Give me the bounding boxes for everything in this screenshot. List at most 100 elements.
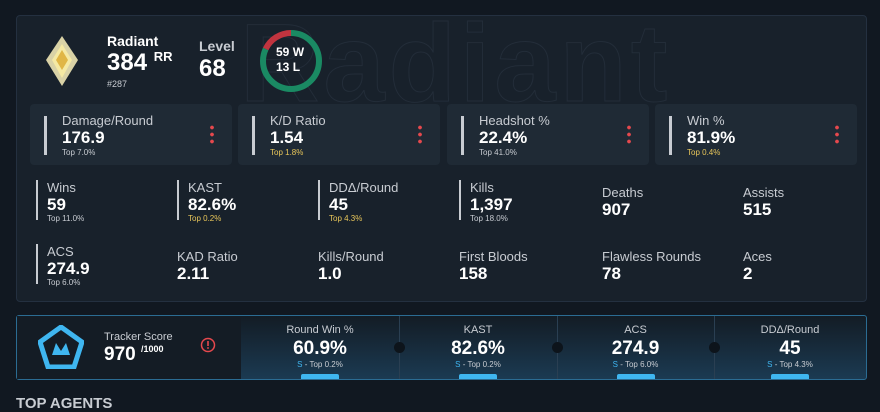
menu-button[interactable] [627, 124, 631, 144]
stat-label: Damage/Round [62, 113, 154, 128]
tracker-stat-rank: S - Top 0.2% [241, 360, 399, 369]
tracker-icon [38, 325, 84, 369]
tracker-stat-rank: S - Top 6.0% [557, 360, 714, 369]
tracker-score: 970 /1000 [104, 344, 164, 366]
stat-rank: Top 0.2% [188, 214, 222, 223]
plus-icon [394, 342, 405, 353]
stat-bar [459, 180, 461, 220]
stat-value: 1.0 [318, 264, 342, 283]
stat-label: Headshot % [479, 113, 550, 128]
grade: S [767, 360, 773, 369]
stat-bar [318, 180, 320, 220]
tracker-stat-label: DDΔ/Round [760, 324, 820, 336]
stat-label: K/D Ratio [270, 113, 326, 128]
rank-number: #287 [107, 79, 128, 89]
wins: 59 W [276, 45, 304, 59]
stat-value: 515 [743, 200, 772, 219]
stat-rank: Top 18.0% [470, 214, 508, 223]
stat-value: 78 [602, 264, 621, 283]
rank: - Top 4.3% [774, 360, 813, 369]
stat-value: 22.4% [479, 128, 528, 147]
rank: - Top 6.0% [620, 360, 659, 369]
stat-value: 1.54 [270, 128, 304, 147]
wins-unit: W [292, 45, 305, 59]
score-max: /1000 [140, 344, 164, 354]
grade: S [297, 360, 303, 369]
stat-label: Win % [687, 113, 725, 128]
stat-bar [669, 116, 672, 155]
score: 970 [104, 344, 136, 365]
stat-label: KAD Ratio [177, 249, 238, 264]
rank-icon [46, 36, 78, 86]
stat-value: 81.9% [687, 128, 736, 147]
stat-value: 45 [329, 195, 348, 214]
losses-unit: L [292, 60, 301, 74]
rr-value: 384 [107, 49, 148, 76]
section-title: TOP AGENTS [16, 395, 113, 412]
stat-value: 907 [602, 200, 631, 219]
stat-card [30, 104, 232, 165]
wins-value: 59 [276, 45, 290, 59]
stat-bar [252, 116, 255, 155]
tracker-stat-value: 82.6% [451, 338, 505, 359]
stat-rank: Top 41.0% [479, 148, 517, 157]
stat-label: Kills [470, 180, 494, 195]
rank: - Top 0.2% [462, 360, 501, 369]
info-icon[interactable] [200, 337, 216, 353]
stat-bar [461, 116, 464, 155]
stat-card [655, 104, 857, 165]
record-ring [260, 30, 322, 92]
losses: 13 L [276, 60, 300, 74]
tracker-stat-value: 45 [779, 338, 801, 359]
tracker-label: Tracker Score [104, 331, 173, 343]
stat-label: KAST [188, 180, 222, 195]
stat-value: 1,397 [470, 195, 513, 214]
stat-label: Deaths [602, 185, 644, 200]
stat-value: 59 [47, 195, 66, 214]
stat-bar [177, 180, 179, 220]
stat-bar [36, 244, 38, 284]
stat-label: Flawless Rounds [602, 249, 701, 264]
stat-card [447, 104, 649, 165]
stat-label: Aces [743, 249, 772, 264]
rank: - Top 0.2% [304, 360, 343, 369]
menu-button[interactable] [835, 124, 839, 144]
stat-value: 274.9 [47, 259, 90, 278]
rank-name: Radiant [107, 33, 159, 49]
stat-label: First Bloods [459, 249, 528, 264]
stat-rank: Top 11.0% [47, 214, 85, 223]
tracker-stat-label: KAST [463, 324, 493, 336]
level-label: Level [199, 38, 235, 54]
stat-card [238, 104, 440, 165]
stat-label: Kills/Round [318, 249, 384, 264]
grade: S [612, 360, 618, 369]
stat-label: DDΔ/Round [329, 180, 399, 195]
grade: S [455, 360, 461, 369]
stat-rank: Top 4.3% [329, 214, 363, 223]
tracker-stat-label: Round Win % [286, 324, 354, 336]
tracker-stat-rank: S - Top 4.3% [714, 360, 866, 369]
highlight-bar [616, 374, 655, 379]
stat-value: 82.6% [188, 195, 237, 214]
stat-rank: Top 6.0% [47, 278, 81, 287]
stat-value: 176.9 [62, 128, 105, 147]
stat-label: Assists [743, 185, 785, 200]
highlight-bar [459, 374, 497, 379]
highlight-bar [771, 374, 809, 379]
plus-icon [552, 342, 563, 353]
stat-value: 158 [459, 264, 488, 283]
stat-label: Wins [47, 180, 76, 195]
menu-button[interactable] [210, 124, 214, 144]
stat-rank: Top 1.8% [270, 148, 304, 157]
tracker-stat-value: 274.9 [611, 338, 660, 359]
stat-label: ACS [47, 244, 74, 259]
rr-unit: RR [153, 49, 173, 64]
rr: 384 RR [107, 49, 173, 77]
level: 68 [199, 55, 226, 82]
tracker-stat-value: 60.9% [293, 338, 347, 359]
losses-value: 13 [276, 60, 290, 74]
ring-losses [260, 30, 322, 92]
tracker-stat-label: ACS [624, 324, 647, 336]
stat-rank: Top 0.4% [687, 148, 721, 157]
menu-button[interactable] [418, 124, 422, 144]
